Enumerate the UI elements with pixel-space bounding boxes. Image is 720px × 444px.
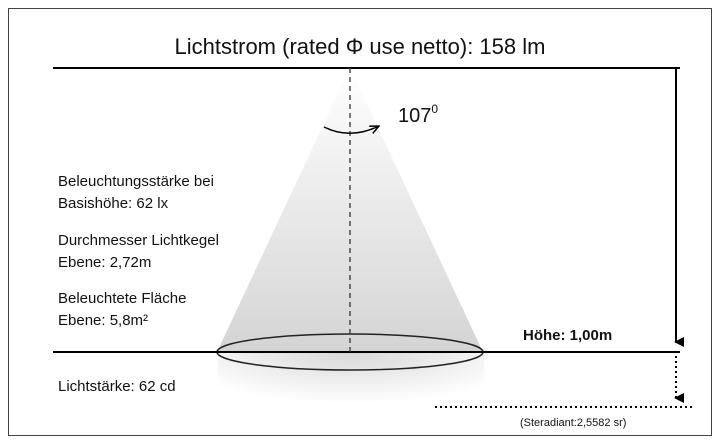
info-label: Ebene: 2,72m [58, 254, 151, 271]
angle-value: 107 [398, 105, 431, 127]
intensity-label: Lichtstärke: 62 cd [58, 378, 176, 395]
steradian-label: (Steradiant:2,5582 sr) [520, 417, 626, 429]
angle-degree: 0 [431, 102, 438, 116]
info-label: Beleuchtete Fläche [58, 290, 186, 307]
title: Lichtstrom (rated Φ use netto): 158 lm [175, 34, 546, 59]
diagram: Lichtstrom (rated Φ use netto): 158 lm 1… [0, 0, 720, 444]
info-label: Durchmesser Lichtkegel [58, 232, 219, 249]
light-glow [218, 352, 484, 425]
height-label: Höhe: 1,00m [523, 327, 612, 344]
info-label: Basishöhe: 62 lx [58, 195, 169, 212]
info-label: Ebene: 5,8m² [58, 312, 148, 329]
info-label: Beleuchtungsstärke bei [58, 173, 214, 190]
